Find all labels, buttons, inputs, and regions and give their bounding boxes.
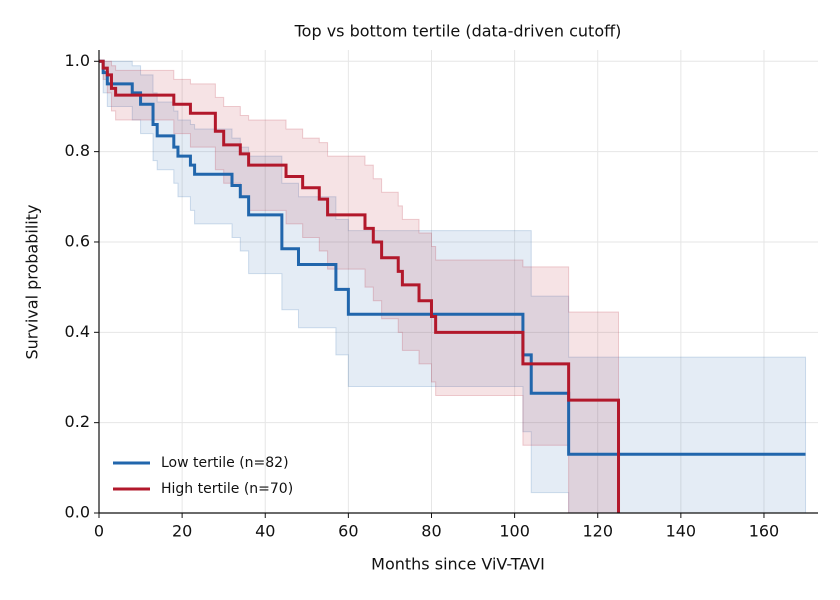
survival-curve [99,59,806,456]
x-tick-label: 20 [172,522,192,541]
y-tick-label: 0.8 [65,141,90,160]
x-tick-label: 100 [499,522,530,541]
x-tick-label: 140 [666,522,697,541]
x-tick-label: 80 [421,522,441,541]
y-tick-label: 0.2 [65,412,90,431]
x-tick-label: 60 [338,522,358,541]
x-axis-label: Months since ViV-TAVI [371,555,545,574]
y-axis-label: Survival probability [23,205,42,360]
x-tick-label: 40 [255,522,275,541]
y-tick-label: 1.0 [65,51,90,70]
y-tick-label: 0.4 [65,322,90,341]
survival-curve [99,59,621,513]
x-tick-label: 0 [94,522,104,541]
legend-label: High tertile (n=70) [161,481,293,497]
y-tick-label: 0.0 [65,503,90,522]
y-tick-label: 0.6 [65,231,90,250]
chart-title: Top vs bottom tertile (data-driven cutof… [294,22,622,41]
x-tick-label: 120 [582,522,613,541]
legend-label: Low tertile (n=82) [161,455,289,471]
x-tick-label: 160 [749,522,780,541]
